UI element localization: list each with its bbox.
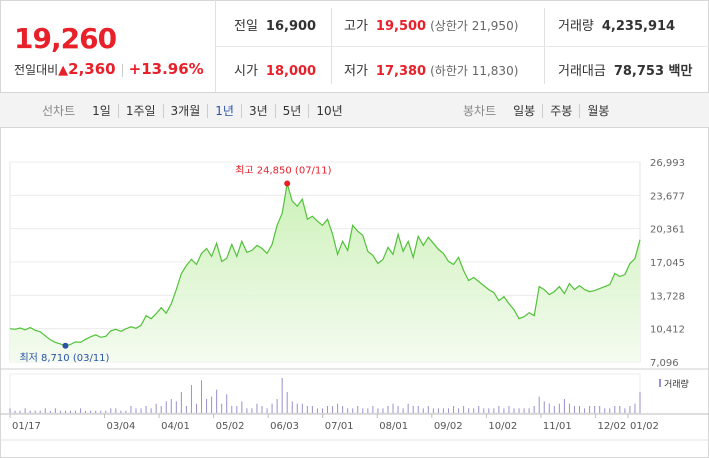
lower-limit: (하한가 11,830) <box>430 64 519 78</box>
y-tick-label: 23,677 <box>650 191 685 202</box>
amount-label: 거래대금 <box>558 64 606 79</box>
high-point-marker <box>284 180 291 187</box>
tab-10y[interactable]: 10년 <box>308 104 350 118</box>
tab-3y[interactable]: 3년 <box>240 104 275 118</box>
open-value: 18,000 <box>265 64 317 79</box>
upper-limit: (상한가 21,950) <box>430 19 519 33</box>
y-tick-label: 17,045 <box>650 258 685 269</box>
tab-1y[interactable]: 1년 <box>207 104 241 118</box>
quote-info-grid: 전일 16,900 고가 19,500 (상한가 21,950) 거래량 4,235,9… <box>216 0 709 92</box>
low-label: 저가 <box>344 64 368 79</box>
tab-3m[interactable]: 3개월 <box>162 104 208 118</box>
change-value: 2,360 <box>68 60 116 78</box>
x-tick-label: 07/01 <box>325 421 354 432</box>
volume-label: 거래량 <box>558 19 594 34</box>
low-value: 17,380 <box>375 64 427 79</box>
price-line <box>9 183 641 347</box>
divider <box>216 46 709 47</box>
x-tick-label: 08/01 <box>379 421 408 432</box>
change-percent: +13.96% <box>128 60 204 78</box>
y-tick-label: 26,993 <box>650 158 685 169</box>
volume-legend: 거래량 <box>664 378 689 390</box>
y-tick-label: 20,361 <box>650 225 685 236</box>
x-tick-label: 01/02 <box>630 421 659 432</box>
prev-close-label: 전일 <box>234 19 258 34</box>
line-chart-label: 선차트 <box>42 104 76 118</box>
low-point-marker <box>62 342 69 349</box>
x-tick-label: 05/02 <box>216 421 245 432</box>
low-price: 저가 17,380 (하한가 11,830) <box>344 60 518 79</box>
y-tick-label: 13,728 <box>650 291 685 302</box>
high-price: 고가 19,500 (상한가 21,950) <box>344 15 518 34</box>
current-price: 19,260 <box>14 22 117 55</box>
change-label: 전일대비 <box>14 63 59 77</box>
low-annotation: 최저 8,710 (03/11) <box>19 352 109 364</box>
volume: 거래량 4,235,914 <box>558 15 675 34</box>
candle-chart-tabs: 봉차트 일봉 주봉 월봉 <box>463 102 617 119</box>
x-tick-label: 10/02 <box>488 421 517 432</box>
high-annotation: 최고 24,850 (07/11) <box>235 165 331 177</box>
tab-daily[interactable]: 일봉 <box>513 104 536 118</box>
high-value: 19,500 <box>375 19 427 34</box>
prev-close: 전일 16,900 <box>234 15 316 34</box>
prev-close-value: 16,900 <box>265 19 317 34</box>
price-area <box>10 183 640 362</box>
volume-legend-swatch <box>659 379 661 387</box>
x-tick-label: 01/17 <box>12 421 41 432</box>
high-label: 고가 <box>344 19 368 34</box>
y-tick-label: 7,096 <box>650 358 679 369</box>
tab-monthly[interactable]: 월봉 <box>579 104 617 118</box>
volume-area <box>9 373 641 414</box>
divider <box>121 64 123 77</box>
line-chart-tabs: 선차트 1일 1주일 3개월 1년 3년 5년 10년 <box>42 102 350 119</box>
price-summary: 19,260 전일대비▲2,360 +13.96% <box>0 0 216 92</box>
tab-5y[interactable]: 5년 <box>274 104 309 118</box>
x-tick-label: 09/02 <box>434 421 463 432</box>
y-tick-label: 10,412 <box>650 325 685 336</box>
open-label: 시가 <box>234 64 258 79</box>
x-tick-label: 04/01 <box>161 421 190 432</box>
x-tick-label: 11/01 <box>543 421 572 432</box>
candle-chart-label: 봉차트 <box>463 104 497 118</box>
chart-tab-bar: 선차트 1일 1주일 3개월 1년 3년 5년 10년 봉차트 일봉 주봉 월봉 <box>0 92 709 128</box>
amount-value: 78,753 백만 <box>613 64 693 79</box>
tab-weekly[interactable]: 주봉 <box>542 104 580 118</box>
change-line: 전일대비▲2,360 +13.96% <box>14 60 204 78</box>
open-price: 시가 18,000 <box>234 60 316 79</box>
trade-amount: 거래대금 78,753 백만 <box>558 60 692 79</box>
x-tick-label: 12/02 <box>597 421 626 432</box>
tab-1d[interactable]: 1일 <box>92 104 111 118</box>
x-tick-label: 03/04 <box>107 421 136 432</box>
tab-1w[interactable]: 1주일 <box>117 104 163 118</box>
volume-value: 4,235,914 <box>601 19 676 34</box>
x-tick-label: 06/03 <box>270 421 299 432</box>
up-arrow-icon: ▲ <box>58 63 69 78</box>
